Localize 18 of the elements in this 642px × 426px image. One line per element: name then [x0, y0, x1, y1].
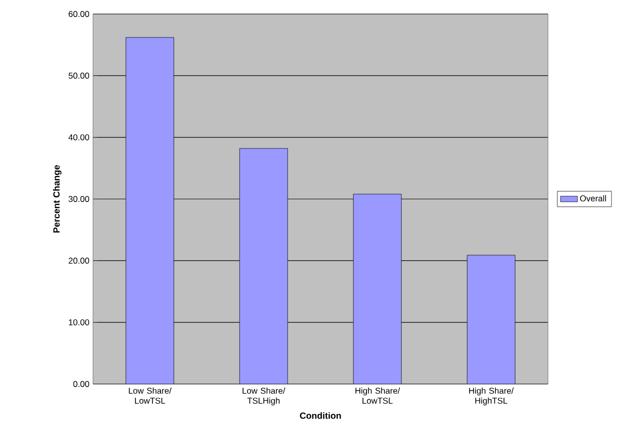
bar [239, 148, 288, 384]
y-tick-label: 60.00 [68, 11, 90, 17]
y-tick-label: 40.00 [68, 134, 90, 140]
x-tick-label: Low Share/ LowTSL [128, 388, 172, 404]
x-tick-label: High Share/ LowTSL [355, 388, 400, 404]
y-axis-title: Percent Change [53, 165, 62, 233]
y-tick-label: 50.00 [68, 72, 90, 79]
x-axis-title: Condition [300, 412, 341, 419]
bar [126, 37, 174, 384]
y-tick-label: 20.00 [68, 258, 90, 264]
bar [353, 194, 402, 384]
y-tick-label: 10.00 [68, 319, 90, 326]
bar [466, 254, 516, 384]
x-tick-label: Low Share/ TSLHigh [242, 388, 286, 406]
y-tick-label: 0.00 [73, 381, 90, 387]
legend-label: Overall [580, 195, 606, 202]
x-tick-label: High Share/ HighTSL [469, 388, 514, 406]
y-tick-label: 30.00 [68, 196, 90, 202]
